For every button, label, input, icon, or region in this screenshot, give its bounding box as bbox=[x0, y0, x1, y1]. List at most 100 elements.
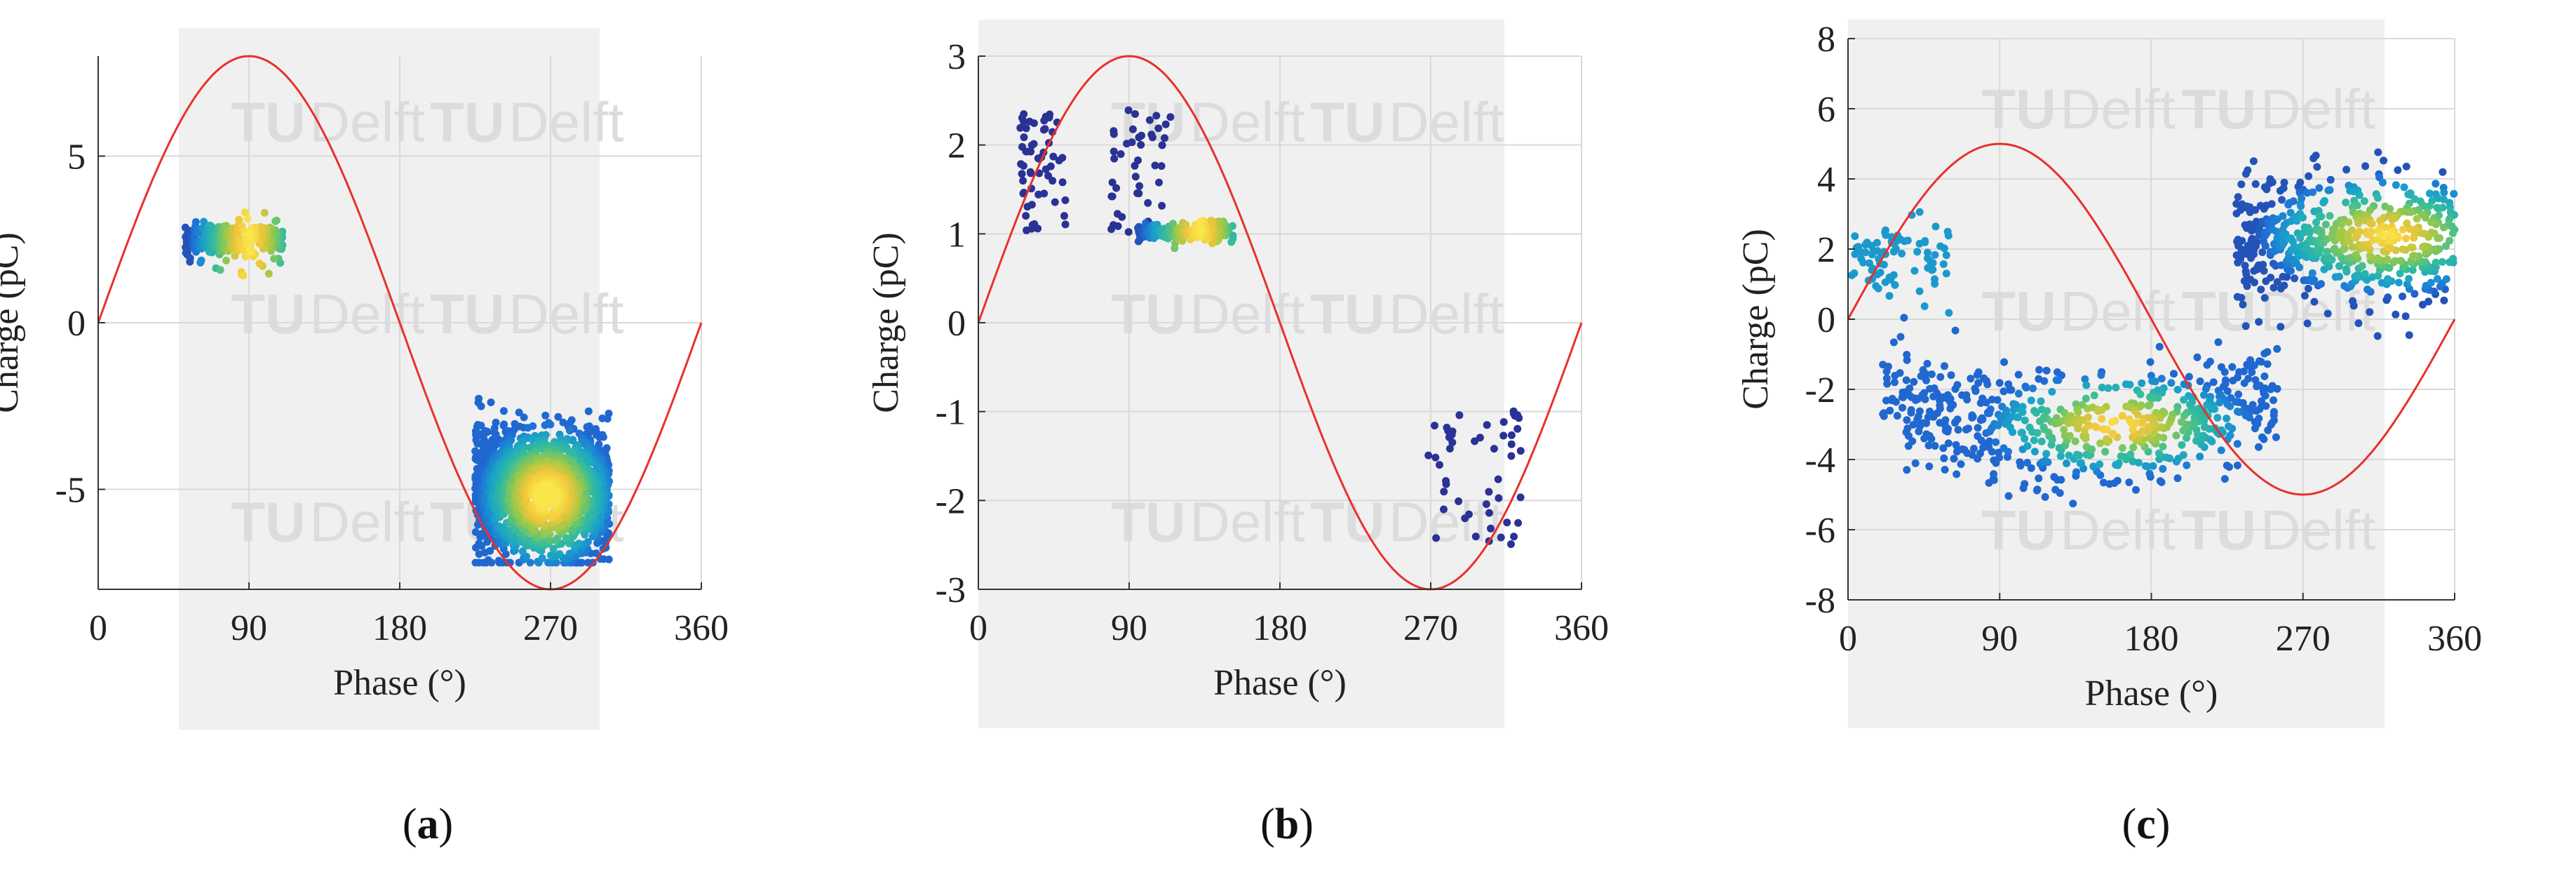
data-point bbox=[472, 436, 480, 444]
data-point bbox=[2018, 429, 2026, 437]
reference-sine-curve bbox=[977, 55, 1583, 591]
data-point bbox=[2267, 274, 2275, 282]
data-point bbox=[2138, 419, 2146, 427]
data-point bbox=[1882, 226, 1889, 234]
data-point bbox=[2069, 500, 2077, 508]
data-point bbox=[216, 266, 224, 274]
data-point bbox=[2355, 191, 2363, 199]
data-point bbox=[1902, 376, 1910, 384]
data-point bbox=[2206, 357, 2214, 366]
data-point bbox=[2312, 218, 2320, 227]
data-point bbox=[2378, 178, 2387, 187]
data-point bbox=[2023, 459, 2032, 467]
data-point bbox=[2317, 280, 2325, 288]
data-point bbox=[2065, 451, 2073, 460]
x-tick-label: 360 bbox=[674, 608, 729, 648]
data-point bbox=[2159, 464, 2167, 473]
data-point bbox=[1503, 518, 1511, 527]
data-point bbox=[1124, 228, 1133, 236]
data-point bbox=[1900, 314, 1908, 322]
data-point bbox=[2305, 172, 2313, 180]
data-point bbox=[1936, 373, 1945, 381]
data-point bbox=[2104, 384, 2112, 392]
data-point bbox=[1926, 384, 1934, 393]
data-point bbox=[2136, 390, 2145, 398]
data-point bbox=[2249, 157, 2258, 166]
data-point bbox=[1942, 269, 1950, 278]
data-point bbox=[1909, 420, 1917, 429]
data-point bbox=[2363, 286, 2372, 294]
data-point bbox=[1960, 446, 1969, 454]
data-point bbox=[1941, 466, 1949, 474]
data-point bbox=[2267, 419, 2276, 427]
data-point bbox=[2260, 294, 2269, 302]
data-point bbox=[182, 249, 190, 257]
x-axis-label: Phase (°) bbox=[1213, 663, 1347, 703]
points bbox=[181, 208, 614, 567]
data-point bbox=[1178, 237, 1187, 245]
watermark-tu: TU bbox=[231, 491, 306, 554]
data-point bbox=[1924, 413, 1932, 422]
shaded-region bbox=[978, 20, 1504, 728]
data-point bbox=[2014, 389, 2023, 398]
data-point bbox=[2237, 180, 2246, 189]
data-point bbox=[1044, 172, 1053, 180]
data-point bbox=[2449, 255, 2457, 263]
data-point bbox=[2410, 290, 2419, 298]
data-point bbox=[2355, 227, 2363, 236]
data-point bbox=[2042, 366, 2051, 375]
data-point bbox=[2156, 477, 2164, 485]
data-point bbox=[2030, 448, 2039, 456]
data-point bbox=[2207, 405, 2216, 413]
watermark-delft: Delft bbox=[309, 491, 425, 554]
data-point bbox=[2392, 310, 2400, 319]
data-point bbox=[2118, 412, 2126, 420]
data-point bbox=[2156, 414, 2164, 422]
y-tick-label: -1 bbox=[936, 393, 966, 433]
data-point bbox=[1151, 161, 1159, 170]
data-point bbox=[2270, 396, 2277, 404]
data-point bbox=[1931, 280, 1939, 288]
y-tick-label: 0 bbox=[67, 304, 86, 344]
data-point bbox=[2090, 391, 2098, 400]
data-point bbox=[1951, 385, 1960, 393]
data-point bbox=[2145, 469, 2154, 478]
data-point bbox=[1135, 182, 1144, 190]
data-point bbox=[1915, 427, 1923, 436]
data-point bbox=[1880, 260, 1888, 269]
data-point bbox=[2022, 384, 2030, 391]
data-point bbox=[2309, 188, 2317, 196]
data-point bbox=[2280, 281, 2288, 290]
data-point bbox=[2027, 396, 2035, 405]
data-point bbox=[2261, 384, 2270, 392]
data-point bbox=[1507, 440, 1516, 448]
data-point bbox=[547, 551, 555, 559]
data-point bbox=[593, 539, 602, 547]
x-tick-label: 360 bbox=[1554, 608, 1609, 648]
data-point bbox=[2134, 459, 2143, 467]
x-axis-label: Phase (°) bbox=[2085, 674, 2218, 714]
data-point bbox=[520, 413, 528, 422]
data-point bbox=[1424, 451, 1433, 460]
data-point bbox=[1994, 421, 2002, 429]
data-point bbox=[1144, 199, 1152, 207]
data-point bbox=[186, 254, 194, 262]
data-point bbox=[1051, 198, 1059, 206]
data-point bbox=[1108, 192, 1117, 201]
data-point bbox=[1507, 452, 1516, 460]
data-point bbox=[2040, 377, 2049, 385]
data-point bbox=[1995, 379, 2004, 387]
data-point bbox=[2103, 435, 2111, 443]
data-point bbox=[1903, 416, 1911, 424]
data-point bbox=[2255, 357, 2263, 366]
data-point bbox=[2234, 258, 2242, 267]
data-point bbox=[2440, 296, 2448, 304]
data-point bbox=[1913, 248, 1922, 256]
y-axis-label: Charge (pC) bbox=[1736, 229, 1776, 410]
data-point bbox=[2261, 242, 2270, 250]
data-point bbox=[2240, 277, 2248, 285]
data-point bbox=[1861, 248, 1870, 257]
data-point bbox=[1963, 396, 1971, 404]
data-point bbox=[1931, 250, 1939, 259]
